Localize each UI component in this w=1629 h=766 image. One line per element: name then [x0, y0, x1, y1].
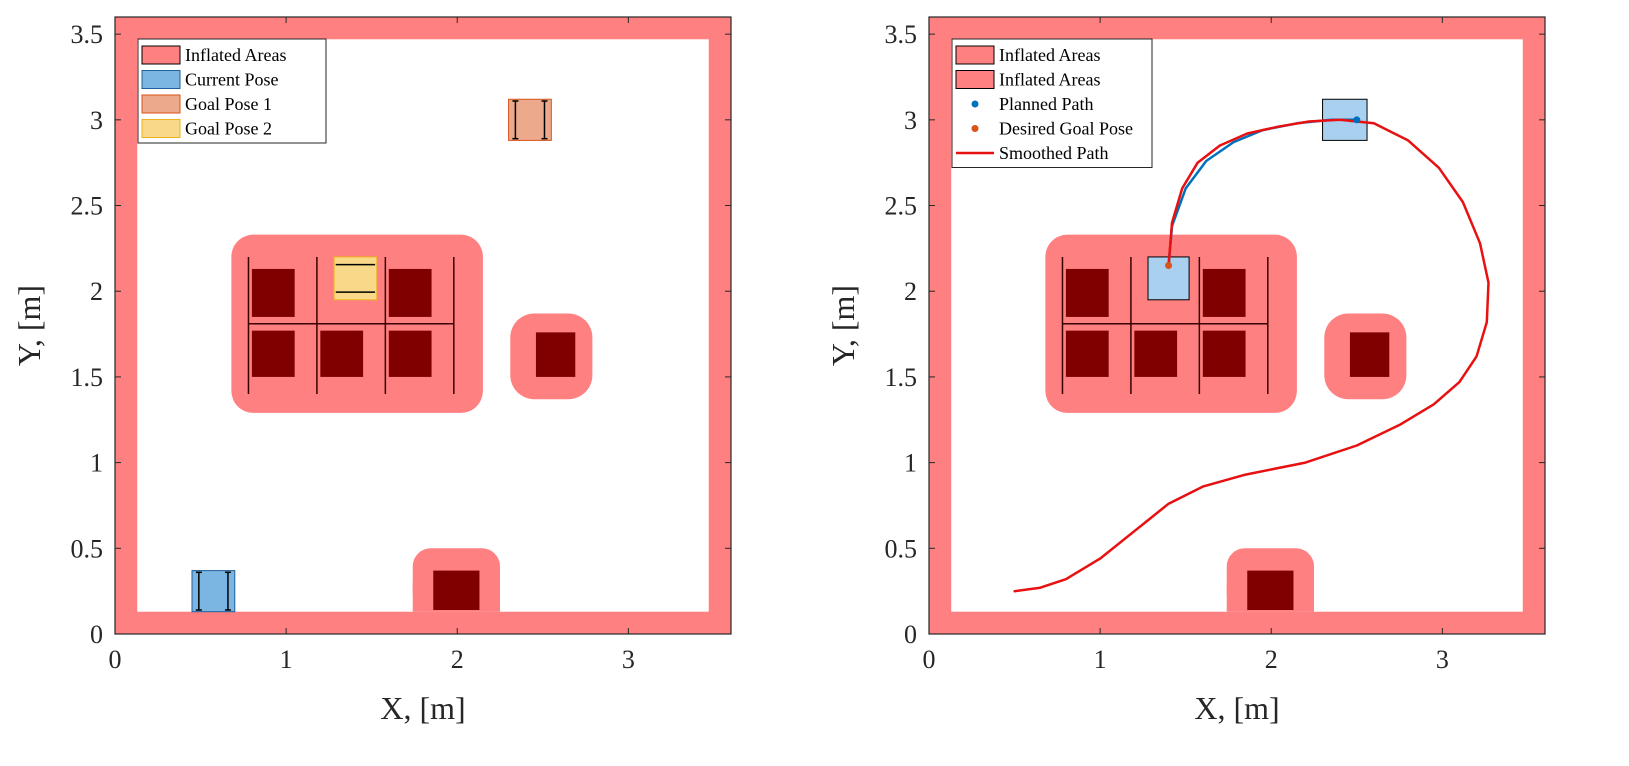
- y-axis-title: Y, [m]: [11, 285, 47, 366]
- x-tick-label: 2: [451, 645, 464, 674]
- x-axis-title: X, [m]: [1194, 690, 1279, 726]
- obstacle-0: [1065, 268, 1109, 317]
- legend-swatch: [141, 119, 181, 138]
- obstacle-2: [251, 330, 295, 377]
- right-map-panel: 0 1 2 3 0 0.5 1 1.5 2 2.5 3 3.5 X, [m] Y, [m] Inflated…: [825, 16, 1546, 726]
- y-tick-label: 1: [904, 449, 917, 478]
- goal-pose-2: [333, 256, 378, 301]
- legend-label: Inflated Areas: [999, 45, 1100, 65]
- obstacle-4: [388, 330, 432, 377]
- legend-label: Desired Goal Pose: [999, 119, 1133, 139]
- obstacle-1: [1202, 268, 1246, 317]
- y-tick-label: 1.5: [885, 363, 918, 392]
- left-map-panel: 0 1 2 3 0 0.5 1 1.5 2 2.5 3 3.5 X, [m] Y, [m] Inflated…: [11, 16, 732, 726]
- y-tick-label: 3: [90, 106, 103, 135]
- y-tick-label: 2.5: [71, 192, 104, 221]
- y-tick-label: 1: [90, 449, 103, 478]
- obstacle-6: [1247, 570, 1294, 611]
- x-tick-label: 1: [1094, 645, 1107, 674]
- obstacle-2: [1065, 330, 1109, 377]
- obstacle-0: [251, 268, 295, 317]
- desired-goal-marker: [1353, 116, 1361, 124]
- x-tick-label: 2: [1265, 645, 1278, 674]
- x-tick-label: 0: [923, 645, 936, 674]
- y-tick-label: 2: [904, 277, 917, 306]
- y-tick-label: 2: [90, 277, 103, 306]
- y-tick-label: 0.5: [885, 534, 918, 563]
- smoothed-path: [1013, 118, 1490, 593]
- y-tick-label: 1.5: [71, 363, 104, 392]
- legend-swatch: [141, 45, 181, 65]
- x-tick-label: 3: [622, 645, 635, 674]
- legend-label: Smoothed Path: [999, 143, 1109, 163]
- obstacle-5: [535, 332, 576, 377]
- x-tick-label: 0: [109, 645, 122, 674]
- y-tick-label: 3.5: [885, 20, 918, 49]
- obstacle-6: [433, 570, 480, 611]
- obstacle-3: [320, 330, 364, 377]
- axes-box: [928, 16, 1546, 635]
- y-tick-label: 0: [904, 620, 917, 649]
- y-tick-label: 0.5: [71, 534, 104, 563]
- legend-swatch: [141, 70, 181, 89]
- y-tick-label: 3.5: [71, 20, 104, 49]
- legend-marker: [971, 125, 979, 132]
- y-tick-label: 0: [90, 620, 103, 649]
- obstacle-3: [1134, 330, 1178, 377]
- legend-label: Current Pose: [185, 70, 279, 90]
- y-tick-label: 3: [904, 106, 917, 135]
- legend-label: Planned Path: [999, 94, 1094, 114]
- legend-swatch: [141, 94, 181, 114]
- y-axis-title: Y, [m]: [825, 285, 861, 366]
- legend-label: Goal Pose 1: [185, 94, 272, 114]
- legend-label: Inflated Areas: [999, 70, 1100, 90]
- legend-label: Goal Pose 2: [185, 119, 272, 139]
- obstacle-5: [1349, 332, 1390, 377]
- desired-goal-marker: [1165, 262, 1173, 270]
- legend-label: Inflated Areas: [185, 45, 286, 65]
- x-tick-label: 3: [1436, 645, 1449, 674]
- x-tick-label: 1: [280, 645, 293, 674]
- legend-swatch: [955, 45, 995, 65]
- x-axis-title: X, [m]: [380, 690, 465, 726]
- obstacle-1: [388, 268, 432, 317]
- axes-box: [114, 16, 732, 635]
- y-tick-label: 2.5: [885, 192, 918, 221]
- legend-swatch: [955, 70, 995, 89]
- legend-marker: [971, 100, 979, 108]
- obstacle-4: [1202, 330, 1246, 377]
